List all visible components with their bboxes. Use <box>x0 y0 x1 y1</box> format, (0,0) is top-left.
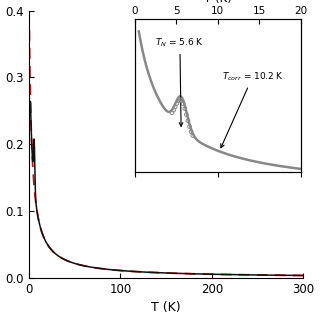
X-axis label: T (K): T (K) <box>151 301 181 315</box>
X-axis label: T (K): T (K) <box>204 0 232 4</box>
